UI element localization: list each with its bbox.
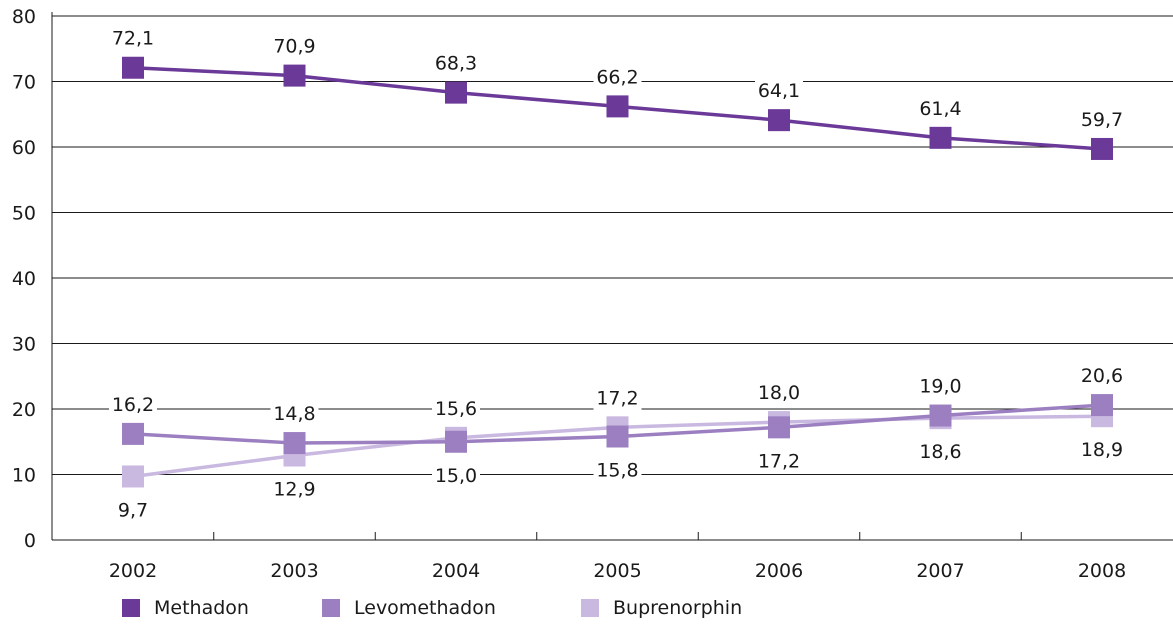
data-label: 18,0 — [758, 382, 800, 404]
data-point-levomethadon — [283, 432, 306, 455]
data-label-bg — [916, 438, 965, 465]
data-label-bg — [432, 49, 480, 76]
x-tick-label: 2002 — [109, 560, 157, 582]
x-tick-label: 2008 — [1078, 560, 1126, 582]
y-tick-label: 50 — [12, 203, 36, 225]
data-label-bg — [270, 32, 319, 59]
data-label: 15,6 — [435, 398, 477, 420]
data-label: 15,0 — [435, 465, 477, 487]
data-label: 72,1 — [112, 28, 154, 50]
data-label: 59,7 — [1081, 109, 1123, 131]
data-label-bg — [593, 384, 642, 411]
data-point-levomethadon — [768, 416, 790, 439]
data-point-methadon — [283, 64, 306, 87]
data-point-methadon — [1091, 137, 1113, 160]
data-label-bg — [755, 77, 803, 104]
data-label-bg — [432, 394, 480, 421]
x-tick-label: 2005 — [593, 560, 641, 582]
data-label-bg — [270, 400, 319, 427]
data-point-methadon — [445, 81, 467, 104]
y-tick-label: 70 — [12, 72, 36, 94]
data-label-bg — [593, 63, 642, 90]
data-label-bg — [109, 390, 157, 417]
y-tick-label: 60 — [12, 137, 36, 159]
data-label-bg — [755, 447, 803, 474]
data-point-levomethadon — [929, 404, 952, 427]
data-label: 15,8 — [596, 460, 638, 482]
x-tick-label: 2007 — [916, 560, 964, 582]
data-point-methadon — [929, 126, 952, 149]
y-tick-label: 10 — [12, 465, 36, 487]
data-label: 70,9 — [273, 36, 315, 58]
data-point-levomethadon — [1091, 394, 1113, 417]
data-label-bg — [109, 496, 157, 523]
legend-swatch-levomethadon — [322, 599, 340, 617]
x-tick-label: 2004 — [432, 560, 480, 582]
data-label: 9,7 — [118, 499, 148, 521]
y-tick-label: 30 — [12, 334, 36, 356]
data-point-levomethadon — [122, 422, 144, 445]
data-label-bg — [109, 24, 157, 51]
data-label-bg — [916, 372, 965, 399]
data-point-buprenorphin — [122, 465, 144, 488]
data-label: 18,6 — [919, 441, 961, 463]
data-label-bg — [1078, 362, 1126, 389]
data-label: 20,6 — [1081, 365, 1123, 387]
data-point-methadon — [122, 56, 144, 79]
y-tick-label: 80 — [12, 6, 36, 28]
legend-swatch-methadon — [122, 599, 140, 617]
data-label: 17,2 — [758, 450, 800, 472]
legend-label-methadon: Methadon — [154, 597, 249, 619]
data-label: 19,0 — [919, 376, 961, 398]
data-label: 17,2 — [596, 387, 638, 409]
data-label-bg — [270, 475, 319, 502]
data-label-bg — [1078, 105, 1126, 132]
data-point-methadon — [606, 95, 629, 118]
data-label: 16,2 — [112, 394, 154, 416]
y-tick-label: 0 — [24, 530, 36, 552]
y-tick-label: 20 — [12, 399, 36, 421]
data-point-levomethadon — [606, 425, 629, 448]
y-tick-label: 40 — [12, 268, 36, 290]
legend-label-buprenorphin: Buprenorphin — [613, 597, 742, 619]
data-label: 61,4 — [919, 98, 961, 120]
legend-swatch-buprenorphin — [581, 599, 599, 617]
data-label: 68,3 — [435, 53, 477, 75]
x-tick-label: 2003 — [270, 560, 318, 582]
data-label: 64,1 — [758, 80, 800, 102]
data-label-bg — [432, 461, 480, 488]
data-label-bg — [916, 94, 965, 121]
data-point-levomethadon — [445, 430, 467, 453]
data-label: 14,8 — [273, 403, 315, 425]
data-point-methadon — [768, 109, 790, 132]
data-label: 12,9 — [273, 479, 315, 501]
data-label: 66,2 — [596, 66, 638, 88]
data-label: 18,9 — [1081, 439, 1123, 461]
data-label-bg — [1078, 436, 1126, 463]
legend-label-levomethadon: Levomethadon — [354, 597, 496, 619]
data-label-bg — [755, 379, 803, 406]
x-tick-label: 2006 — [755, 560, 803, 582]
data-label-bg — [593, 456, 642, 483]
